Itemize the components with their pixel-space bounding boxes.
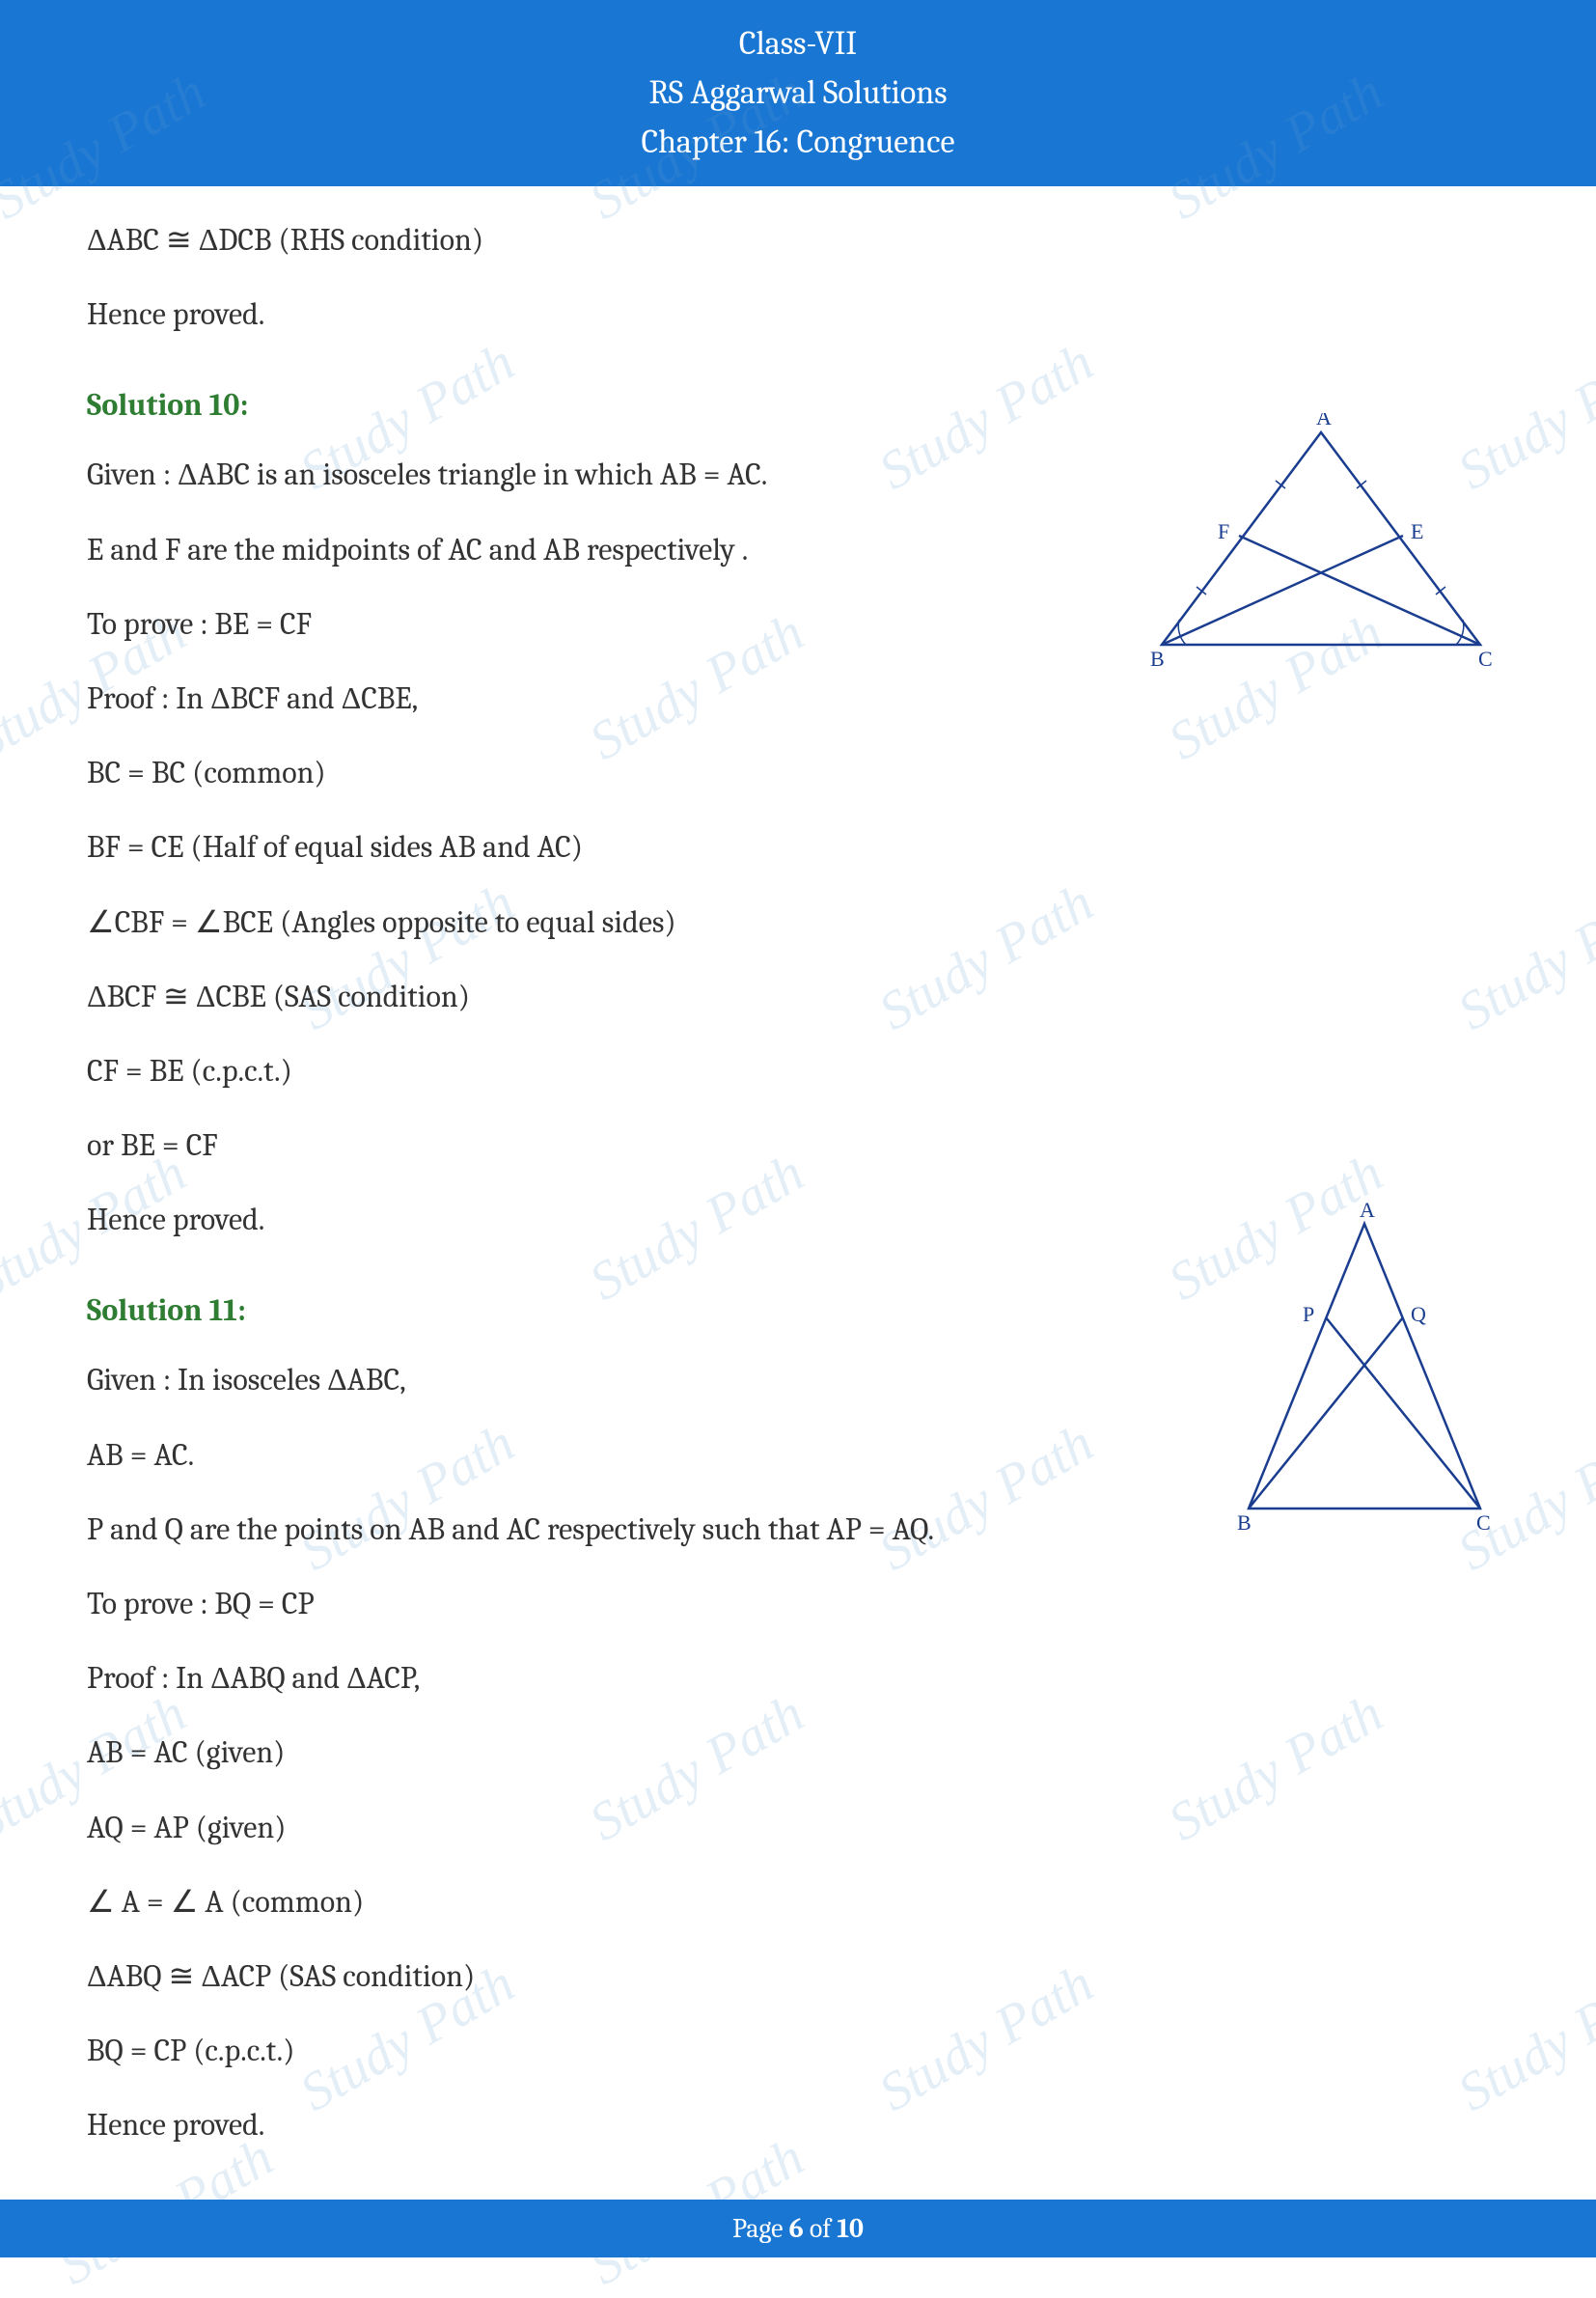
solution-10-line: BC = BC (common)	[87, 748, 1509, 797]
label-F: F	[1218, 519, 1229, 543]
page-header: Class-VII RS Aggarwal Solutions Chapter …	[0, 0, 1596, 186]
solution-10-line: or BE = CF	[87, 1121, 1509, 1170]
label-P: P	[1303, 1302, 1314, 1326]
label-A2: A	[1360, 1200, 1375, 1222]
header-title: RS Aggarwal Solutions	[0, 69, 1596, 118]
footer-middle: of	[804, 2213, 838, 2244]
label-A: A	[1316, 413, 1332, 429]
solution-10-line: ΔBCF ≅ ΔCBE (SAS condition)	[87, 972, 1509, 1021]
solution-11-line: AQ = AP (given)	[87, 1803, 1509, 1852]
figure-solution-11: A B C P Q	[1229, 1200, 1500, 1537]
label-B: B	[1150, 647, 1165, 671]
intro-line-1: ΔABC ≅ ΔDCB (RHS condition)	[87, 215, 1509, 264]
solution-11-line: AB = AC (given)	[87, 1728, 1509, 1777]
footer-prefix: Page	[732, 2213, 789, 2244]
solution-11-line: To prove : BQ = CP	[87, 1579, 1509, 1628]
header-class: Class-VII	[0, 19, 1596, 69]
footer-total: 10	[837, 2213, 864, 2244]
solution-10-line: BF = CE (Half of equal sides AB and AC)	[87, 822, 1509, 872]
label-C: C	[1478, 647, 1493, 671]
figure-solution-10: A B C F E	[1142, 413, 1500, 674]
solution-11-line: BQ = CP (c.p.c.t.)	[87, 2026, 1509, 2075]
label-B2: B	[1237, 1510, 1252, 1535]
header-chapter: Chapter 16: Congruence	[0, 118, 1596, 167]
solution-10-line: ∠CBF = ∠BCE (Angles opposite to equal si…	[87, 898, 1509, 947]
intro-line-2: Hence proved.	[87, 290, 1509, 339]
page-content: ΔABC ≅ ΔDCB (RHS condition) Hence proved…	[0, 186, 1596, 2150]
footer-current: 6	[789, 2213, 804, 2244]
solution-11-line: ∠ A = ∠ A (common)	[87, 1877, 1509, 1926]
solution-11-line: Proof : In ΔABQ and ΔACP,	[87, 1653, 1509, 1703]
page-footer: Page 6 of 10	[0, 2200, 1596, 2257]
solution-10-line: Proof : In ΔBCF and ΔCBE,	[87, 674, 1509, 723]
solution-11-line: Hence proved.	[87, 2100, 1509, 2149]
label-C2: C	[1476, 1510, 1491, 1535]
solution-11-line: ΔABQ ≅ ΔACP (SAS condition)	[87, 1952, 1509, 2001]
solution-10-line: CF = BE (c.p.c.t.)	[87, 1046, 1509, 1095]
label-Q: Q	[1411, 1302, 1426, 1326]
label-E: E	[1411, 519, 1423, 543]
